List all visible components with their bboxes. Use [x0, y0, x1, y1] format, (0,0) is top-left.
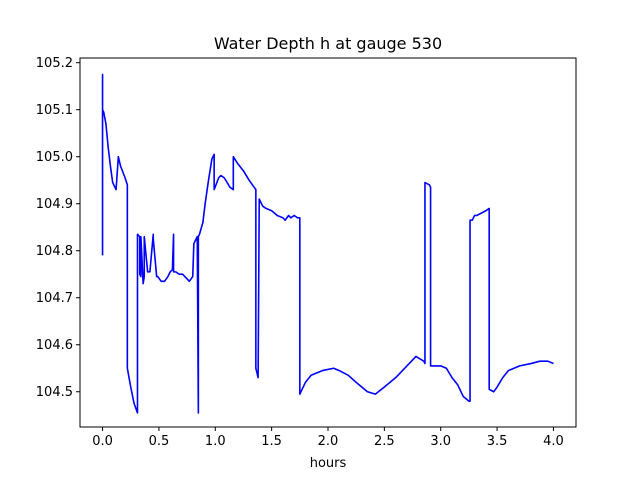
series-line-0: [101, 73, 554, 414]
x-tick-label: 1.5: [261, 434, 282, 449]
x-tick-label: 1.0: [205, 434, 226, 449]
x-tick-label: 3.0: [430, 434, 451, 449]
y-tick-label: 104.8: [36, 244, 73, 259]
x-tick-label: 3.5: [487, 434, 508, 449]
x-tick-label: 4.0: [543, 434, 564, 449]
plot-frame: [79, 57, 577, 428]
chart-title: Water Depth h at gauge 530: [214, 34, 442, 53]
y-tick-label: 105.2: [36, 56, 73, 71]
x-tick-label: 0.5: [149, 434, 170, 449]
y-tick-label: 104.5: [36, 385, 73, 400]
y-tick-label: 104.7: [36, 291, 73, 306]
x-tick-label: 0.0: [92, 434, 113, 449]
x-axis: 0.0 0.5 1.0 1.5 2.0 2.5 3.0 3.5 4.0: [92, 427, 564, 449]
plot-area: [101, 73, 554, 414]
y-tick-label: 105.0: [36, 150, 73, 165]
x-tick-label: 2.5: [374, 434, 395, 449]
y-tick-label: 104.9: [36, 197, 73, 212]
x-axis-label: hours: [310, 456, 347, 471]
y-axis: 104.5 104.6 104.7 104.8 104.9 105.0 105.1 105.2: [36, 56, 80, 400]
y-tick-label: 105.1: [36, 103, 73, 118]
y-tick-label: 104.6: [36, 338, 73, 353]
x-tick-label: 2.0: [318, 434, 339, 449]
